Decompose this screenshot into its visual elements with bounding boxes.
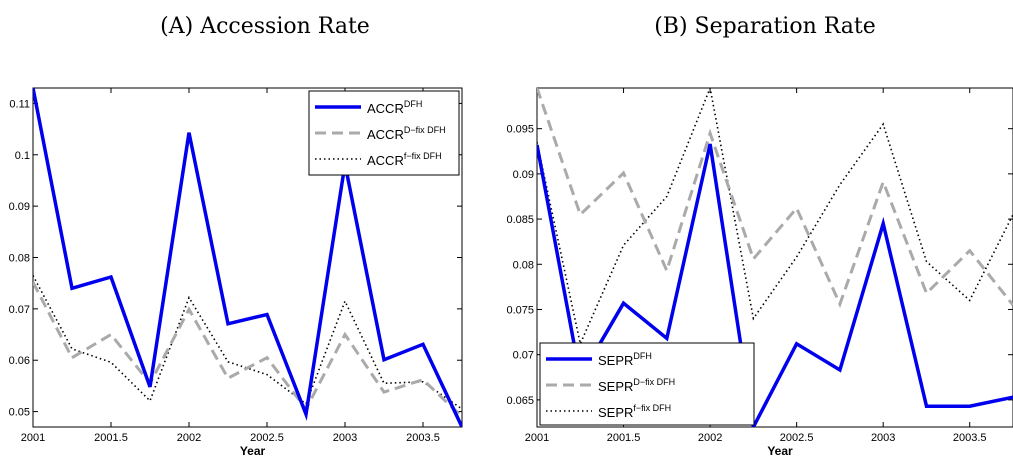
y-tick-label: 0.095 xyxy=(506,124,534,136)
y-tick-label: 0.06 xyxy=(9,355,30,367)
y-tick-label: 0.075 xyxy=(506,304,534,316)
x-tick-label: 2001 xyxy=(525,432,549,444)
legend-label-0: SEPRDFH xyxy=(598,351,652,368)
legend-name: SEPR xyxy=(598,405,633,420)
series-line-0 xyxy=(537,143,1013,427)
y-tick-label: 0.065 xyxy=(506,395,534,407)
x-tick-label: 2003.5 xyxy=(406,432,440,444)
x-tick-label: 2002.5 xyxy=(780,432,814,444)
y-tick-label: 0.08 xyxy=(9,253,30,265)
chart-0: 2001 2001.5 2002 2002.5 2003 2003.5 0.05 0.06 0.… xyxy=(9,87,463,458)
legend-label-2: SEPRf−fix DFH xyxy=(598,403,671,420)
y-tick-label: 0.07 xyxy=(9,304,30,316)
y-tick-label: 0.07 xyxy=(513,350,534,362)
legend-box xyxy=(539,342,755,426)
legend-name: ACCR xyxy=(367,127,404,142)
x-tick-label: 2002.5 xyxy=(250,432,284,444)
series-line-2 xyxy=(33,275,462,410)
legend-superscript: DFH xyxy=(633,351,652,361)
series-line-1 xyxy=(33,281,462,418)
y-tick-label: 0.05 xyxy=(9,407,30,419)
y-tick-label: 0.09 xyxy=(513,169,534,181)
legend-name: SEPR xyxy=(598,379,633,394)
x-tick-label: 2003 xyxy=(871,432,895,444)
legend-superscript: D−fix DFH xyxy=(633,377,675,387)
x-tick-label: 2001.5 xyxy=(94,432,128,444)
legend-label-1: SEPRD−fix DFH xyxy=(598,377,675,394)
y-tick-label: 0.11 xyxy=(9,98,30,110)
series-line-1 xyxy=(537,88,1013,309)
plot-frame xyxy=(536,87,1013,428)
series-group xyxy=(33,88,462,427)
legend-name: ACCR xyxy=(367,153,404,168)
series-group xyxy=(537,88,1013,427)
legend-name: ACCR xyxy=(367,101,404,116)
x-axis-label: Year xyxy=(767,444,793,458)
x-tick-label: 2003.5 xyxy=(953,432,987,444)
series-line-2 xyxy=(537,88,1013,347)
x-tick-label: 2003 xyxy=(333,432,357,444)
legend-label-0: ACCRDFH xyxy=(367,99,422,116)
y-tick-label: 0.1 xyxy=(15,150,30,162)
legend-label-2: ACCRf−fix DFH xyxy=(367,151,442,168)
series-line-0 xyxy=(33,88,462,427)
chart-1: 2001 2001.5 2002 2002.5 2003 2003.5 0.065 0.07 0… xyxy=(506,87,1013,458)
legend-superscript: D−fix DFH xyxy=(404,125,446,135)
y-tick-label: 0.085 xyxy=(506,214,534,226)
x-tick-label: 2001.5 xyxy=(607,432,641,444)
y-tick-label: 0.09 xyxy=(9,201,30,213)
x-tick-label: 2002 xyxy=(177,432,201,444)
y-tick-label: 0.08 xyxy=(513,259,534,271)
legend-superscript: f−fix DFH xyxy=(404,151,442,161)
chart-a-title: (A) Accession Rate xyxy=(160,14,370,39)
legend-superscript: f−fix DFH xyxy=(633,403,671,413)
x-tick-label: 2002 xyxy=(698,432,722,444)
chart-b-title: (B) Separation Rate xyxy=(654,14,876,39)
x-tick-label: 2001 xyxy=(21,432,45,444)
legend-name: SEPR xyxy=(598,353,633,368)
legend-superscript: DFH xyxy=(404,99,423,109)
x-axis-label: Year xyxy=(240,444,266,458)
legend-label-1: ACCRD−fix DFH xyxy=(367,125,446,142)
